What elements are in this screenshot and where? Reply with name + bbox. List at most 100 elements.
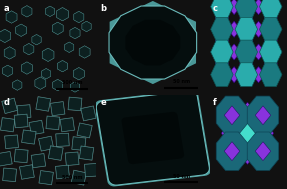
Polygon shape <box>82 21 91 32</box>
Polygon shape <box>29 120 44 135</box>
Polygon shape <box>70 81 80 92</box>
Polygon shape <box>35 77 46 89</box>
Polygon shape <box>4 46 15 59</box>
Polygon shape <box>255 106 271 125</box>
Polygon shape <box>70 27 80 39</box>
Polygon shape <box>110 1 196 84</box>
Polygon shape <box>56 165 69 179</box>
Polygon shape <box>48 145 64 161</box>
Polygon shape <box>235 17 257 41</box>
Polygon shape <box>49 146 63 160</box>
Text: a: a <box>4 4 9 13</box>
Polygon shape <box>24 43 34 55</box>
Polygon shape <box>55 133 69 147</box>
Polygon shape <box>228 44 241 60</box>
Polygon shape <box>240 55 253 71</box>
Polygon shape <box>53 79 63 91</box>
Polygon shape <box>65 152 79 165</box>
Polygon shape <box>215 33 228 49</box>
Polygon shape <box>56 7 69 21</box>
Polygon shape <box>70 82 79 92</box>
Polygon shape <box>3 65 13 77</box>
Polygon shape <box>73 67 85 80</box>
Polygon shape <box>3 65 13 77</box>
Polygon shape <box>252 120 274 146</box>
Polygon shape <box>15 24 27 37</box>
Polygon shape <box>228 67 241 83</box>
Polygon shape <box>16 24 27 36</box>
Polygon shape <box>36 96 51 112</box>
Polygon shape <box>5 135 18 148</box>
Polygon shape <box>3 168 16 181</box>
Polygon shape <box>252 67 265 83</box>
Polygon shape <box>1 98 18 114</box>
Polygon shape <box>259 63 282 87</box>
Polygon shape <box>224 142 240 161</box>
Polygon shape <box>64 42 74 53</box>
Polygon shape <box>56 133 69 146</box>
Polygon shape <box>84 163 98 177</box>
Polygon shape <box>221 120 243 146</box>
Polygon shape <box>4 47 15 59</box>
Polygon shape <box>0 29 11 43</box>
Polygon shape <box>31 153 46 168</box>
Polygon shape <box>46 116 60 130</box>
Polygon shape <box>60 118 74 132</box>
Polygon shape <box>264 10 277 26</box>
Polygon shape <box>96 91 210 185</box>
Polygon shape <box>52 22 63 35</box>
Polygon shape <box>24 43 34 55</box>
Text: 50 nm: 50 nm <box>172 174 190 179</box>
Polygon shape <box>240 33 253 49</box>
Polygon shape <box>13 80 22 90</box>
Polygon shape <box>235 118 260 149</box>
Text: c: c <box>213 4 218 13</box>
Polygon shape <box>216 132 248 170</box>
Polygon shape <box>20 165 34 179</box>
Polygon shape <box>70 27 80 39</box>
Polygon shape <box>42 48 54 62</box>
Polygon shape <box>211 40 233 64</box>
Polygon shape <box>79 46 90 58</box>
Polygon shape <box>6 11 17 23</box>
Polygon shape <box>57 8 68 21</box>
Polygon shape <box>216 96 248 135</box>
Polygon shape <box>31 154 46 168</box>
Polygon shape <box>211 63 233 87</box>
Polygon shape <box>73 11 84 23</box>
Polygon shape <box>125 20 180 65</box>
Polygon shape <box>45 6 55 17</box>
Polygon shape <box>80 105 96 121</box>
Polygon shape <box>264 33 277 49</box>
Polygon shape <box>29 120 44 135</box>
Text: b: b <box>101 4 107 13</box>
Polygon shape <box>252 44 265 60</box>
Polygon shape <box>74 11 84 23</box>
Polygon shape <box>236 102 258 129</box>
Polygon shape <box>50 101 65 116</box>
Text: 500 nm: 500 nm <box>62 175 82 180</box>
Polygon shape <box>85 163 98 177</box>
Polygon shape <box>14 114 28 128</box>
Polygon shape <box>77 123 92 138</box>
Polygon shape <box>14 149 28 163</box>
Polygon shape <box>259 0 282 19</box>
Polygon shape <box>109 6 197 79</box>
Polygon shape <box>259 17 282 41</box>
Polygon shape <box>71 170 87 186</box>
Polygon shape <box>22 6 32 17</box>
Polygon shape <box>51 102 65 116</box>
Polygon shape <box>82 21 91 32</box>
Polygon shape <box>2 168 17 182</box>
Polygon shape <box>79 46 90 58</box>
Polygon shape <box>247 96 279 135</box>
Polygon shape <box>35 77 46 90</box>
Polygon shape <box>17 104 31 119</box>
Polygon shape <box>211 0 233 19</box>
Text: e: e <box>101 98 106 107</box>
Polygon shape <box>235 0 257 19</box>
Polygon shape <box>19 164 35 180</box>
Text: d: d <box>4 98 10 107</box>
Polygon shape <box>71 170 86 185</box>
Polygon shape <box>60 117 75 132</box>
